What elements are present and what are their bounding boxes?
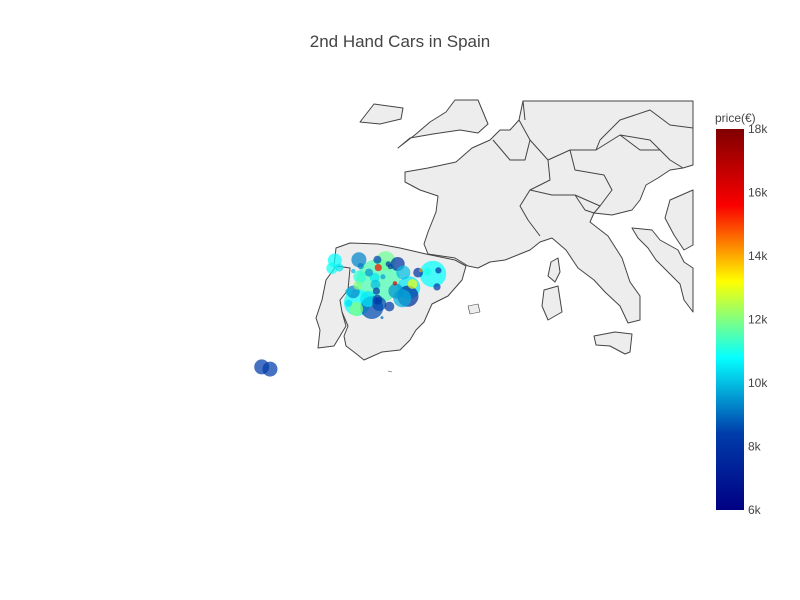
price-bubble[interactable]	[357, 263, 364, 270]
price-bubble[interactable]	[345, 288, 353, 296]
price-bubble[interactable]	[369, 272, 380, 283]
price-bubble[interactable]	[335, 263, 344, 272]
colorbar-tick-label: 10k	[748, 376, 768, 390]
land-balkans-east	[664, 189, 694, 251]
land-uk-south	[359, 103, 404, 125]
price-bubble[interactable]	[262, 361, 278, 377]
price-bubble[interactable]	[435, 267, 442, 274]
price-bubble[interactable]	[372, 294, 383, 305]
land-uk-southeast	[397, 99, 489, 149]
price-bubble[interactable]	[396, 265, 411, 280]
border-lines	[492, 100, 694, 237]
price-bubble[interactable]	[372, 287, 380, 295]
colorbar-title: price(€)	[715, 111, 756, 125]
colorbar-ticks: 18k 16k 14k 12k 10k 8k 6k	[748, 122, 768, 517]
price-bubble[interactable]	[388, 283, 404, 299]
price-bubble[interactable]	[370, 279, 381, 290]
land-sardinia	[541, 285, 563, 321]
price-bubbles[interactable]	[254, 251, 447, 377]
price-bubble[interactable]	[360, 291, 377, 307]
price-bubble[interactable]	[326, 262, 338, 274]
land-europe-mainland	[404, 100, 694, 324]
chart-title: 2nd Hand Cars in Spain	[309, 32, 491, 51]
price-bubble[interactable]	[380, 274, 386, 280]
price-bubble[interactable]	[380, 316, 384, 320]
geo-basemap	[315, 99, 694, 373]
land-mallorca	[467, 303, 481, 315]
land-north-africa-hint	[387, 370, 393, 373]
land-sicily	[593, 331, 633, 355]
price-bubble[interactable]	[351, 252, 367, 268]
price-bubble[interactable]	[345, 299, 353, 307]
colorbar-tick-label: 14k	[748, 249, 768, 263]
price-bubble[interactable]	[433, 283, 441, 291]
colorbar-gradient	[716, 129, 744, 510]
price-bubble[interactable]	[419, 260, 447, 288]
colorbar-tick-label: 6k	[748, 503, 762, 517]
price-bubble[interactable]	[349, 302, 364, 316]
colorbar-tick-label: 8k	[748, 440, 762, 454]
land-corsica	[547, 257, 561, 283]
colorbar-tick-label: 18k	[748, 122, 768, 136]
price-bubble[interactable]	[392, 281, 398, 286]
price-bubble[interactable]	[387, 264, 393, 270]
price-colorbar: price(€) 18k 16k 14k 12k 10k 8k 6k	[715, 111, 768, 517]
colorbar-tick-label: 12k	[748, 313, 768, 327]
land-balkans	[631, 227, 694, 313]
price-bubble[interactable]	[353, 270, 367, 284]
price-bubble[interactable]	[374, 264, 382, 272]
price-bubble[interactable]	[351, 268, 356, 274]
colorbar-tick-label: 16k	[748, 186, 768, 200]
price-bubble[interactable]	[365, 268, 373, 277]
price-bubble[interactable]	[373, 255, 382, 264]
price-bubble[interactable]	[419, 268, 423, 273]
price-bubble[interactable]	[353, 281, 363, 290]
price-bubble[interactable]	[407, 279, 418, 289]
price-bubble[interactable]	[384, 301, 395, 312]
price-bubble[interactable]	[423, 267, 432, 276]
